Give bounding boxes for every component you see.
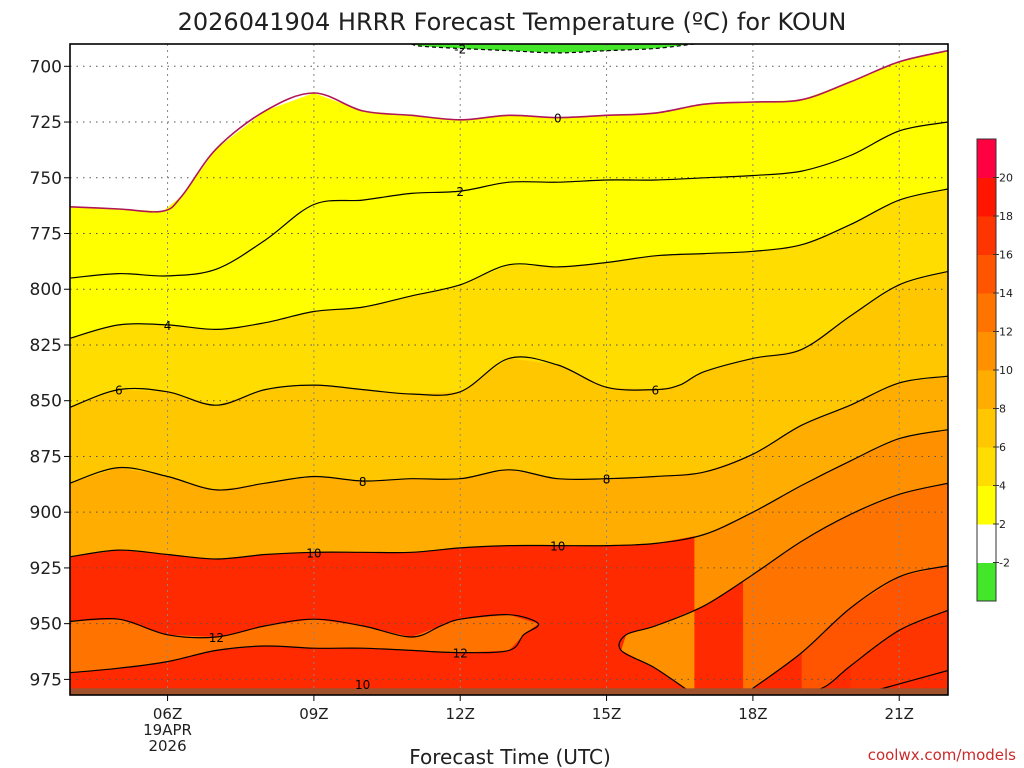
colorbar-label: 8 (999, 403, 1006, 416)
x-tick-date: 19APR (143, 721, 192, 739)
colorbar-swatch (977, 177, 996, 217)
cold-pocket-fill (411, 44, 695, 53)
y-tick-label: 850 (30, 392, 62, 412)
x-axis-label: Forecast Time (UTC) (409, 745, 611, 768)
colorbar-label: 14 (999, 287, 1013, 300)
y-tick-label: 775 (30, 225, 62, 245)
credit-text: coolwx.com/models (868, 746, 1016, 764)
contour-line (618, 482, 948, 695)
plot-frame (69, 43, 949, 696)
colorbar-swatch (977, 293, 996, 332)
contour-label: 10 (355, 678, 370, 692)
colorbar-label: 2 (999, 518, 1006, 531)
colorbar-swatch (977, 408, 996, 448)
colorbar-swatch (977, 524, 996, 563)
colorbar-label: 4 (999, 480, 1006, 493)
band-fill-below-0 (70, 44, 948, 212)
contour-line (70, 429, 948, 560)
contour-line (70, 188, 948, 339)
contour-label: 0 (554, 112, 562, 126)
axes: 70072575077580082585087590092595097506Z1… (30, 43, 949, 755)
colorbar-swatch (977, 331, 996, 371)
y-tick-label: 825 (30, 336, 62, 356)
contour-line (70, 121, 948, 279)
contour-line (70, 375, 948, 491)
contour-line (70, 270, 948, 408)
ground-strip (70, 688, 948, 695)
chart-title: 2026041904 HRRR Forecast Temperature (ºC… (178, 8, 847, 36)
y-tick-label: 925 (30, 559, 62, 579)
colorbar-label: 10 (999, 364, 1013, 377)
contour-label: 6 (115, 384, 123, 398)
contour-line-closed (70, 614, 540, 674)
colorbar-swatch (977, 370, 996, 409)
colorbar-swatch (977, 216, 996, 255)
contour-label: 6 (652, 384, 660, 398)
y-tick-label: 950 (30, 615, 62, 635)
colorbar-swatch (977, 562, 996, 602)
x-tick-label: 21Z (885, 705, 914, 723)
colorbar-swatch (977, 254, 996, 294)
contour-label: -2 (454, 42, 466, 56)
colorbar: -2 2 4 6 8 10 12 14 16 18 20 (976, 138, 1013, 602)
contour-label: 10 (550, 540, 565, 554)
x-tick-label: 18Z (738, 705, 767, 723)
y-tick-label: 725 (30, 113, 62, 133)
y-tick-label: 700 (30, 57, 62, 77)
contour-label: 4 (164, 319, 172, 333)
plot-area: -2 0 2 4 6 6 8 8 10 10 12 12 10 (70, 42, 948, 695)
colorbar-label: 20 (999, 172, 1013, 185)
y-tick-label: 900 (30, 503, 62, 523)
colorbar-label: 16 (999, 249, 1013, 262)
colorbar-swatch (977, 485, 996, 525)
y-tick-label: 875 (30, 447, 62, 467)
plot-fills (70, 44, 948, 695)
x-tick-year: 2026 (148, 737, 186, 755)
colorbar-swatch (977, 447, 996, 486)
contour-line (70, 49, 948, 213)
colorbar-label: -2 (999, 557, 1010, 570)
contour-label: 10 (306, 546, 321, 560)
x-tick-label: 06Z (153, 705, 182, 723)
contour-label: 8 (603, 473, 611, 487)
contour-labels: -2 0 2 4 6 6 8 8 10 10 12 12 10 (115, 42, 660, 692)
colorbar-swatch (977, 139, 996, 178)
y-tick-label: 750 (30, 169, 62, 189)
contour-lines (70, 44, 948, 695)
contour-label: 12 (209, 631, 224, 645)
closed-cell-fill-0 (70, 614, 539, 673)
y-tick-label: 800 (30, 280, 62, 300)
x-tick-label: 15Z (592, 705, 621, 723)
contour-label: 12 (453, 647, 468, 661)
colorbar-label: 6 (999, 441, 1006, 454)
x-tick-label: 12Z (446, 705, 475, 723)
contour-line (411, 44, 695, 54)
grid (70, 44, 948, 695)
y-tick-label: 975 (30, 670, 62, 690)
colorbar-label: 12 (999, 326, 1013, 339)
x-tick-label: 09Z (299, 705, 328, 723)
colorbar-label: 18 (999, 210, 1013, 223)
contour-label: 2 (456, 185, 464, 199)
contour-label: 8 (359, 475, 367, 489)
